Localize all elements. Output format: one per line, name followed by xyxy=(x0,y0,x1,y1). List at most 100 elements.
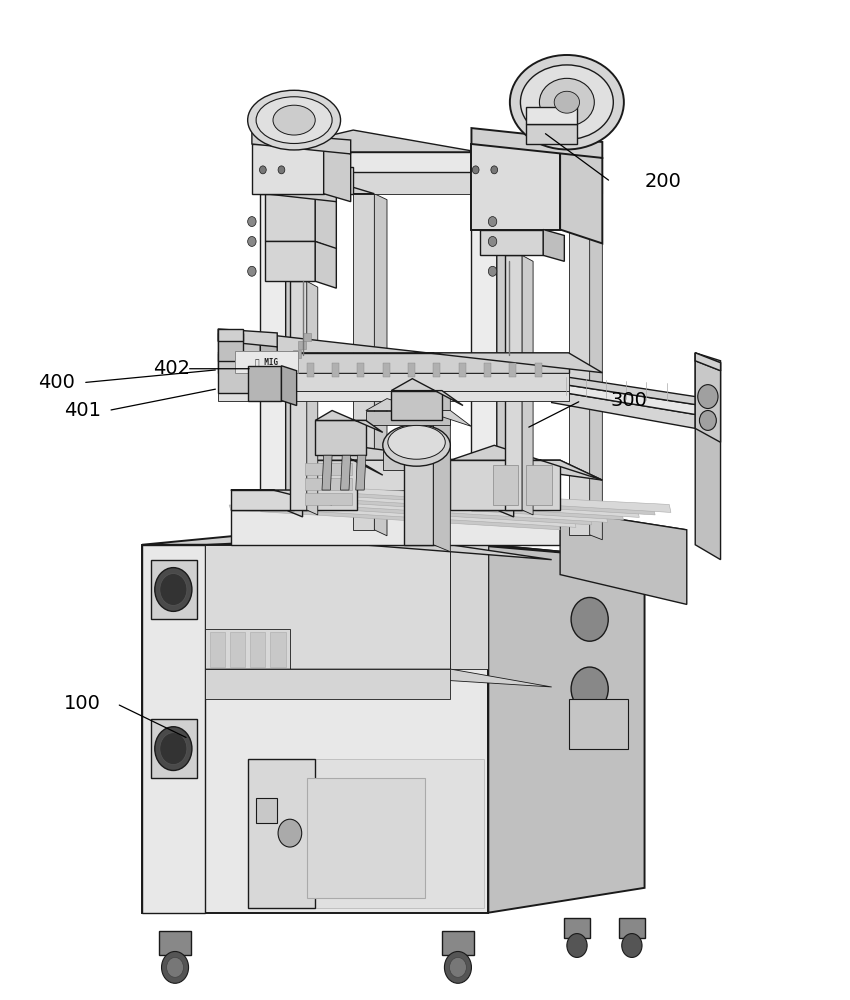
Polygon shape xyxy=(560,510,687,604)
Circle shape xyxy=(247,236,256,246)
Circle shape xyxy=(621,934,642,957)
Polygon shape xyxy=(552,391,695,428)
Text: 401: 401 xyxy=(64,401,100,420)
Ellipse shape xyxy=(554,91,580,113)
Polygon shape xyxy=(603,532,644,560)
Text: 400: 400 xyxy=(38,373,75,392)
Polygon shape xyxy=(472,128,603,158)
Bar xyxy=(459,363,466,377)
Polygon shape xyxy=(315,194,337,249)
Circle shape xyxy=(278,819,302,847)
Polygon shape xyxy=(275,498,608,522)
Text: 200: 200 xyxy=(644,172,682,191)
Polygon shape xyxy=(303,447,382,475)
Polygon shape xyxy=(450,445,603,480)
Circle shape xyxy=(247,217,256,227)
Polygon shape xyxy=(218,391,569,401)
Circle shape xyxy=(700,410,717,430)
Bar xyxy=(564,918,590,938)
Polygon shape xyxy=(252,132,351,154)
Bar xyxy=(619,918,644,938)
Polygon shape xyxy=(552,375,695,405)
Bar xyxy=(442,931,474,955)
Polygon shape xyxy=(569,217,590,535)
Ellipse shape xyxy=(510,55,624,149)
Polygon shape xyxy=(543,230,564,261)
Polygon shape xyxy=(260,167,286,510)
Bar xyxy=(283,367,292,375)
Polygon shape xyxy=(307,281,318,515)
Circle shape xyxy=(450,957,467,977)
Circle shape xyxy=(162,951,189,983)
Polygon shape xyxy=(526,124,577,144)
Polygon shape xyxy=(324,144,351,202)
Polygon shape xyxy=(496,167,513,517)
Polygon shape xyxy=(303,460,560,490)
Bar xyxy=(256,798,277,823)
Polygon shape xyxy=(391,391,442,420)
Polygon shape xyxy=(513,152,603,194)
Polygon shape xyxy=(450,460,560,510)
Bar xyxy=(305,463,352,475)
Bar xyxy=(434,363,440,377)
Bar xyxy=(150,560,197,619)
Polygon shape xyxy=(695,353,721,371)
Circle shape xyxy=(698,385,718,409)
Bar xyxy=(279,376,286,384)
Polygon shape xyxy=(354,194,374,530)
Polygon shape xyxy=(142,530,644,560)
Bar xyxy=(269,393,277,401)
Polygon shape xyxy=(206,545,450,669)
Bar xyxy=(235,351,298,373)
Polygon shape xyxy=(315,420,366,455)
Polygon shape xyxy=(303,445,603,480)
Text: 402: 402 xyxy=(153,359,190,378)
Polygon shape xyxy=(366,410,450,425)
Bar xyxy=(159,931,191,955)
Polygon shape xyxy=(472,167,496,510)
Circle shape xyxy=(155,568,192,611)
Polygon shape xyxy=(260,130,603,174)
Ellipse shape xyxy=(388,425,445,459)
Ellipse shape xyxy=(520,65,614,140)
Circle shape xyxy=(567,934,587,957)
Ellipse shape xyxy=(382,424,450,466)
Polygon shape xyxy=(260,172,513,194)
Circle shape xyxy=(445,951,472,983)
Polygon shape xyxy=(560,144,603,243)
Polygon shape xyxy=(206,540,552,560)
Bar xyxy=(210,632,225,667)
Polygon shape xyxy=(231,490,687,530)
Polygon shape xyxy=(522,255,533,515)
Polygon shape xyxy=(260,167,354,194)
Polygon shape xyxy=(450,545,489,669)
Polygon shape xyxy=(245,502,576,527)
Polygon shape xyxy=(218,341,260,393)
Polygon shape xyxy=(374,194,387,536)
Ellipse shape xyxy=(273,105,315,135)
Circle shape xyxy=(489,217,496,227)
Polygon shape xyxy=(218,333,243,361)
Polygon shape xyxy=(218,353,569,373)
Polygon shape xyxy=(264,194,315,241)
Polygon shape xyxy=(341,455,351,490)
Circle shape xyxy=(160,574,187,605)
Bar xyxy=(569,699,627,749)
Circle shape xyxy=(259,166,266,174)
Bar xyxy=(484,363,490,377)
Polygon shape xyxy=(231,510,560,545)
Polygon shape xyxy=(505,255,522,510)
Bar xyxy=(288,359,297,366)
Polygon shape xyxy=(315,241,337,288)
Bar xyxy=(270,632,286,667)
Bar xyxy=(305,478,352,490)
Polygon shape xyxy=(206,545,450,669)
Polygon shape xyxy=(315,410,382,432)
Polygon shape xyxy=(260,152,513,172)
Ellipse shape xyxy=(256,97,332,143)
Polygon shape xyxy=(489,545,644,913)
Text: 100: 100 xyxy=(64,694,100,713)
Polygon shape xyxy=(252,144,324,194)
Polygon shape xyxy=(526,107,577,124)
Polygon shape xyxy=(264,241,315,281)
